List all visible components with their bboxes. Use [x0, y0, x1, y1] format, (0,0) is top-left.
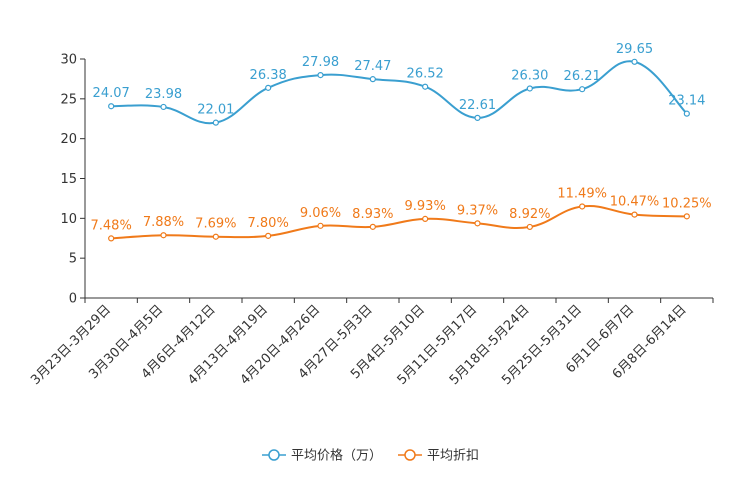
data-label: 11.49%: [557, 186, 607, 201]
series-lines: [108, 58, 690, 242]
legend[interactable]: 平均价格（万） 平均折扣: [262, 448, 479, 464]
data-point[interactable]: [369, 76, 376, 83]
data-point[interactable]: [108, 103, 115, 110]
data-point[interactable]: [579, 203, 586, 210]
data-label: 7.80%: [248, 216, 289, 231]
data-point[interactable]: [317, 71, 324, 79]
legend-label: 平均价格（万）: [291, 448, 382, 464]
data-label: 23.14: [668, 94, 705, 109]
y-tick-label: 5: [69, 252, 77, 267]
y-tick-label: 15: [60, 172, 77, 187]
data-point[interactable]: [265, 232, 272, 239]
data-label: 29.65: [616, 42, 653, 57]
data-label: 27.47: [354, 59, 391, 74]
data-point[interactable]: [212, 119, 219, 126]
data-point[interactable]: [631, 58, 638, 65]
data-label: 27.98: [302, 55, 339, 70]
data-point[interactable]: [474, 220, 481, 227]
legend-circle-icon: [404, 449, 416, 461]
data-label: 26.38: [250, 68, 287, 83]
data-point[interactable]: [631, 211, 638, 218]
y-tick-label: 25: [60, 92, 77, 107]
data-point[interactable]: [160, 103, 167, 111]
data-label: 7.48%: [91, 218, 132, 233]
data-point[interactable]: [160, 232, 167, 239]
data-label: 10.47%: [610, 195, 660, 210]
data-label: 8.92%: [509, 207, 550, 222]
legend-item-0[interactable]: 平均价格（万）: [262, 448, 382, 464]
data-point[interactable]: [108, 235, 115, 242]
data-label: 7.69%: [195, 217, 236, 232]
data-label: 24.07: [93, 86, 130, 101]
series-line-1: [111, 205, 687, 240]
data-label: 26.21: [564, 69, 601, 84]
data-point[interactable]: [579, 86, 586, 93]
data-point[interactable]: [265, 84, 272, 91]
data-label: 9.37%: [457, 203, 498, 218]
data-label: 23.98: [145, 87, 182, 102]
y-tick-label: 0: [69, 292, 77, 307]
data-label: 8.93%: [352, 207, 393, 222]
data-label: 10.25%: [662, 196, 712, 211]
data-point[interactable]: [683, 110, 690, 117]
legend-circle-icon: [268, 449, 280, 461]
data-point[interactable]: [369, 223, 376, 230]
data-point[interactable]: [474, 114, 481, 121]
legend-label: 平均折扣: [427, 449, 479, 464]
legend-item-1[interactable]: 平均折扣: [398, 449, 479, 464]
y-tick-label: 30: [60, 53, 77, 68]
data-point[interactable]: [683, 213, 690, 220]
data-labels: 24.07 23.98 22.01 26.38 27.98 27.47 26.52 22.61…: [91, 42, 712, 234]
data-point[interactable]: [317, 222, 324, 229]
data-label: 22.61: [459, 98, 496, 113]
data-point[interactable]: [526, 223, 533, 231]
data-point[interactable]: [212, 233, 219, 240]
data-label: 26.30: [511, 68, 548, 83]
y-tick-label: 10: [60, 212, 77, 227]
data-point[interactable]: [526, 85, 533, 92]
data-point[interactable]: [422, 215, 429, 222]
data-label: 9.06%: [300, 206, 341, 221]
data-label: 7.88%: [143, 215, 184, 230]
data-label: 9.93%: [405, 199, 446, 214]
data-label: 22.01: [197, 103, 234, 118]
data-label: 26.52: [407, 67, 444, 82]
y-tick-label: 20: [60, 132, 77, 147]
data-point[interactable]: [422, 83, 429, 90]
